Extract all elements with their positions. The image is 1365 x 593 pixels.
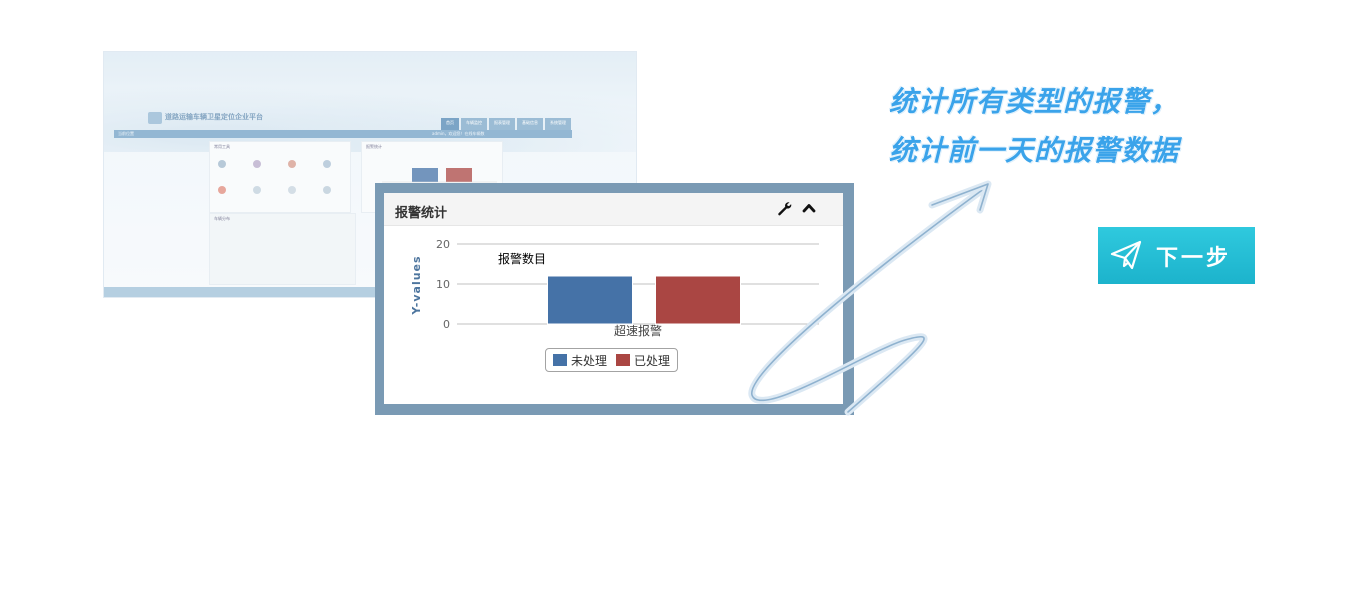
- background-mountains: [104, 72, 636, 152]
- nav-tab: 基础信息: [517, 118, 543, 130]
- alarm-panel-mini-title: 报警统计: [366, 144, 382, 149]
- tools-panel-title: 常用工具: [214, 144, 230, 149]
- app-nav: 首页 车辆监控 报表管理 基础信息 系统管理: [441, 118, 571, 130]
- tools-panel: 常用工具: [209, 141, 351, 213]
- legend-label: 未处理: [571, 353, 608, 368]
- nav-tab: 首页: [441, 118, 459, 130]
- legend-swatch: [616, 354, 631, 366]
- nav-tab: 报表管理: [489, 118, 515, 130]
- headline-line-2: 统计前一天的报警数据: [889, 134, 1180, 167]
- tools-icons: [218, 160, 331, 194]
- legend-label: 已处理: [634, 353, 671, 368]
- breadcrumb: 当前位置: [118, 131, 134, 136]
- map-panel-title: 车辆分布: [214, 216, 230, 221]
- map-panel: 车辆分布: [209, 213, 356, 285]
- app-logo-icon: [148, 112, 162, 124]
- headline-line-1: 统计所有类型的报警，: [889, 85, 1180, 118]
- app-footer: [104, 287, 636, 297]
- legend-item-processed[interactable]: 已处理: [616, 352, 670, 369]
- y-tick-labels: 0 10 20: [436, 238, 450, 331]
- app-title: 道路运输车辆卫星定位企业平台: [165, 113, 263, 121]
- chart-legend: 未处理 已处理: [545, 348, 679, 372]
- y-axis-label: Y-values: [410, 255, 423, 315]
- panel-title: 报警统计: [395, 206, 448, 221]
- y-tick-label: 0: [443, 318, 450, 331]
- legend-item-unprocessed[interactable]: 未处理: [553, 352, 607, 369]
- paper-plane-icon: [1110, 240, 1142, 270]
- wrench-icon[interactable]: [776, 200, 792, 216]
- background-app-screenshot: 道路运输车辆卫星定位企业平台 首页 车辆监控 报表管理 基础信息 系统管理 当前…: [103, 51, 637, 298]
- bar-processed[interactable]: [655, 275, 741, 325]
- alarm-mini-chart: [382, 168, 497, 183]
- alarm-bar-chart: 0 10 20 Y-values 报警数目 超速报警: [410, 238, 819, 338]
- next-step-button[interactable]: 下一步: [1098, 227, 1255, 284]
- chevron-up-icon[interactable]: [801, 200, 817, 216]
- chart-title: 报警数目: [498, 251, 546, 266]
- alarm-stats-panel: 报警统计 0 10 20 Y-values 报警数目 超速报警 未处理 已处理: [384, 193, 843, 404]
- next-step-label: 下一步: [1156, 246, 1232, 271]
- nav-tab: 车辆监控: [461, 118, 487, 130]
- app-toolbar: [114, 130, 572, 138]
- x-category-label: 超速报警: [614, 323, 662, 338]
- y-tick-label: 20: [436, 238, 450, 251]
- user-info: admin，欢迎您！在线车辆数: [432, 131, 485, 136]
- bar-unprocessed[interactable]: [547, 275, 633, 325]
- legend-swatch: [553, 354, 567, 366]
- panel-header: 报警统计: [384, 193, 843, 226]
- nav-tab: 系统管理: [545, 118, 571, 130]
- y-tick-label: 10: [436, 278, 450, 291]
